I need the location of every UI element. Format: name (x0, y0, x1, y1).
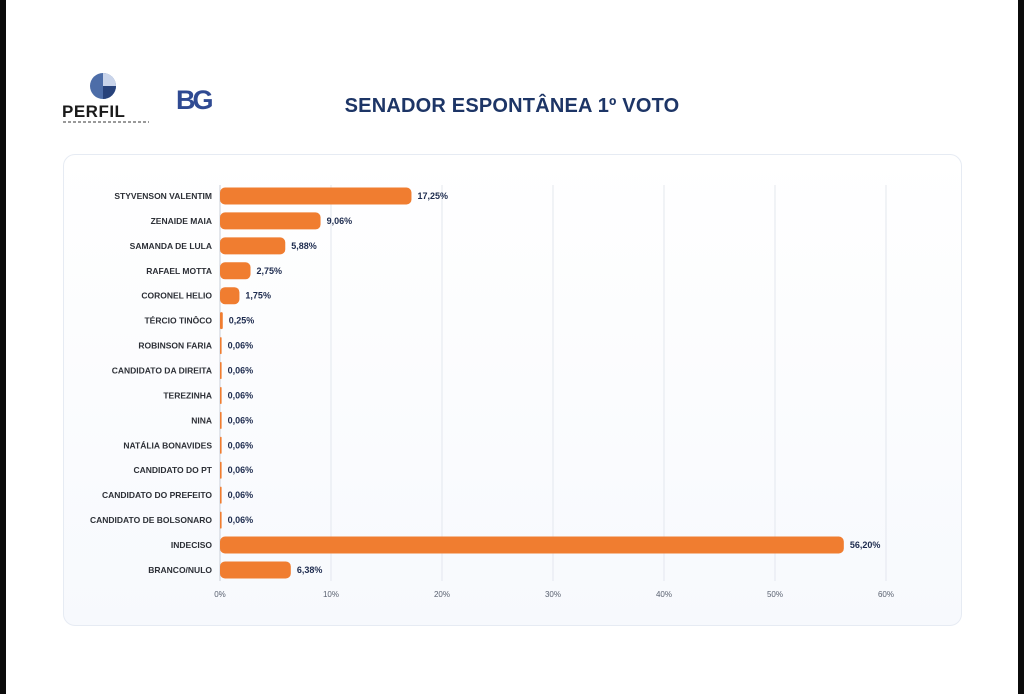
bar (220, 561, 291, 579)
category-label: NINA (191, 415, 212, 425)
bar (220, 511, 222, 529)
x-tick-label: 40% (656, 590, 672, 599)
data-label: 0,06% (228, 341, 254, 351)
bar (220, 486, 222, 504)
data-label: 5,88% (291, 241, 317, 251)
bar (220, 362, 222, 380)
category-label: NATÁLIA BONAVIDES (123, 440, 212, 450)
bg-logo-text: BG (176, 85, 212, 114)
pie-icon (90, 73, 116, 99)
category-label: SAMANDA DE LULA (130, 241, 212, 251)
data-label: 56,20% (850, 540, 881, 550)
data-label: 17,25% (417, 191, 448, 201)
bar (220, 237, 286, 255)
x-tick-label: 10% (323, 590, 339, 599)
x-tick-label: 50% (767, 590, 783, 599)
data-label: 0,06% (228, 490, 254, 500)
category-label: CORONEL HELIO (141, 291, 212, 301)
bar (220, 337, 222, 355)
bar (220, 312, 223, 330)
perfil-tagline (63, 121, 149, 123)
bar (220, 536, 844, 554)
right-edge (1018, 0, 1024, 694)
bar (220, 287, 240, 305)
x-tick-label: 60% (878, 590, 894, 599)
perfil-logo: PERFIL (60, 70, 150, 126)
bar (220, 262, 251, 280)
x-tick-label: 20% (434, 590, 450, 599)
perfil-wordmark: PERFIL (62, 102, 126, 121)
category-label: STYVENSON VALENTIM (114, 191, 212, 201)
category-label: TEREZINHA (163, 390, 212, 400)
data-label: 6,38% (297, 565, 323, 575)
data-label: 1,75% (245, 291, 271, 301)
category-label: CANDIDATO DO PREFEITO (102, 490, 212, 500)
bg-logo: BG (176, 85, 215, 114)
bar (220, 461, 222, 479)
x-tick-label: 30% (545, 590, 561, 599)
data-label: 0,06% (228, 465, 254, 475)
data-label: 0,06% (228, 390, 254, 400)
chart-title: SENADOR ESPONTÂNEA 1º VOTO (344, 95, 680, 117)
category-label: ROBINSON FARIA (138, 341, 212, 351)
category-label: ZENAIDE MAIA (151, 216, 212, 226)
data-label: 9,06% (327, 216, 353, 226)
bar (220, 411, 222, 429)
category-label: RAFAEL MOTTA (146, 266, 212, 276)
category-label: BRANCO/NULO (148, 565, 212, 575)
data-label: 0,06% (228, 415, 254, 425)
category-label: CANDIDATO DO PT (133, 465, 212, 475)
data-label: 0,06% (228, 515, 254, 525)
category-label: CANDIDATO DA DIREITA (112, 366, 212, 376)
bar (220, 187, 412, 205)
bar (220, 386, 222, 404)
category-label: TÉRCIO TINÔCO (144, 315, 212, 326)
bar (220, 436, 222, 454)
data-label: 0,25% (229, 316, 255, 326)
category-label: CANDIDATO DE BOLSONARO (90, 515, 212, 525)
bar (220, 212, 321, 230)
data-label: 0,06% (228, 366, 254, 376)
bar-chart: 0% 10% 20% 30% 40% 50% 60% STYVENSON VALENTIM 17… (90, 185, 894, 599)
left-edge (0, 0, 6, 694)
data-label: 2,75% (257, 266, 283, 276)
data-label: 0,06% (228, 440, 254, 450)
chart-panel: 0% 10% 20% 30% 40% 50% 60% STYVENSON VALENTIM 17… (63, 154, 962, 626)
x-tick-label: 0% (214, 590, 226, 599)
category-label: INDECISO (171, 540, 212, 550)
